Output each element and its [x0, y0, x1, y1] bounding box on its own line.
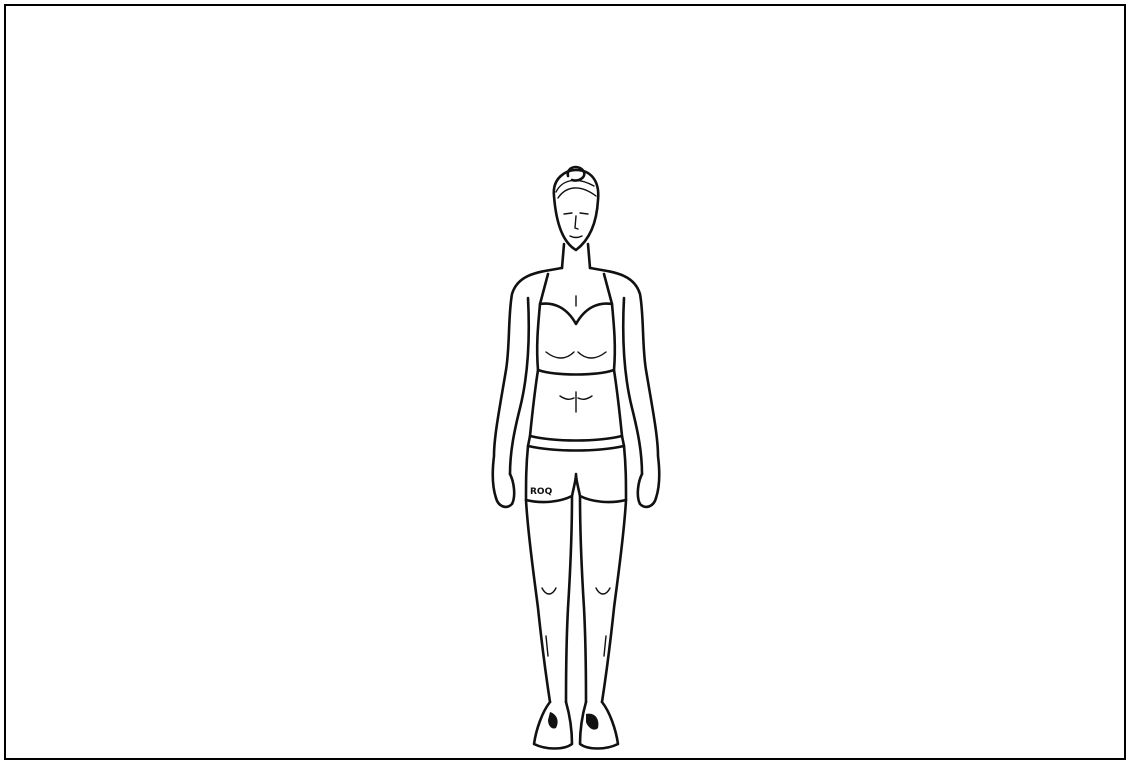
left-hand: [494, 472, 516, 509]
knee-right: [595, 587, 611, 595]
right-arm-outer: [588, 266, 661, 500]
bra-strap-right: [602, 272, 614, 306]
standing-figure: ROQ: [491, 165, 661, 750]
exercise-illustration: ROQ: [476, 156, 676, 756]
eye-left: [563, 212, 573, 215]
right-shoe: [578, 700, 620, 750]
right-shoe-laces: [586, 713, 599, 730]
nose: [574, 215, 579, 230]
hair-line: [557, 187, 597, 199]
head: [552, 168, 600, 252]
shorts-waistband: [526, 434, 626, 452]
neck-right: [586, 242, 592, 270]
bra-line: [577, 351, 607, 359]
shorts-logo: ROQ: [530, 487, 553, 497]
left-arm-outer: [491, 266, 564, 500]
mouth: [569, 235, 583, 239]
neck-left: [560, 242, 566, 270]
knee-left: [541, 587, 557, 595]
abs-line: [577, 395, 593, 401]
sports-bra: [535, 302, 617, 376]
abs-line: [559, 395, 575, 401]
right-arm-inner: [621, 296, 644, 476]
hair-line: [555, 179, 595, 193]
left-shoe: [532, 700, 574, 750]
right-leg-inner: [578, 494, 588, 704]
eye-right: [579, 212, 589, 215]
bra-strap-left: [538, 272, 550, 306]
torso-left: [528, 368, 540, 438]
right-leg-outer: [600, 498, 628, 704]
left-leg-outer: [524, 498, 552, 704]
left-leg-inner: [564, 494, 574, 704]
bra-line: [545, 351, 575, 359]
left-arm-inner: [508, 296, 531, 476]
torso-right: [612, 368, 624, 438]
image-frame: ROQ: [4, 4, 1126, 760]
shin-left: [545, 635, 549, 657]
left-shoe-laces: [548, 712, 558, 729]
right-hand: [636, 472, 658, 509]
shin-right: [603, 635, 607, 657]
